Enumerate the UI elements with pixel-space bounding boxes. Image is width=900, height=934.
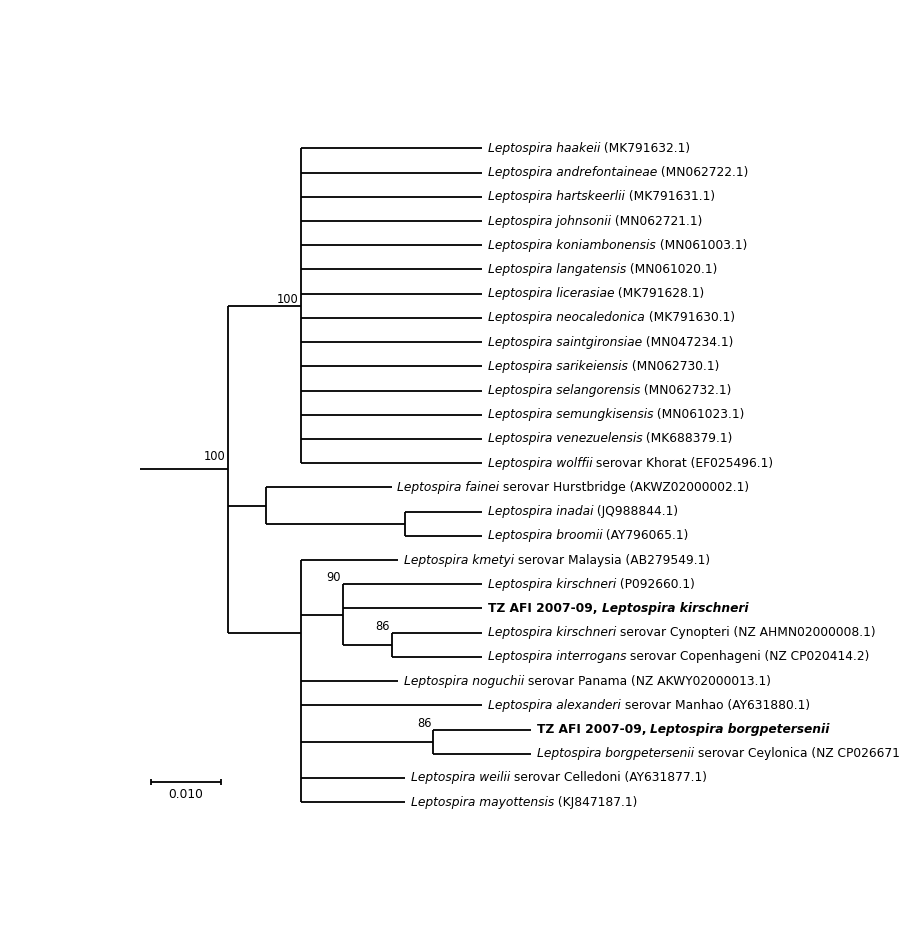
Text: (AY796065.1): (AY796065.1) [602,530,688,543]
Text: (MN061023.1): (MN061023.1) [653,408,744,421]
Text: (MN062730.1): (MN062730.1) [627,360,719,373]
Text: Leptospira broomii: Leptospira broomii [488,530,602,543]
Text: Leptospira mayottensis: Leptospira mayottensis [411,796,554,809]
Text: Leptospira hartskeerlii: Leptospira hartskeerlii [488,191,625,204]
Text: Leptospira langatensis: Leptospira langatensis [488,263,626,276]
Text: (MN062721.1): (MN062721.1) [611,215,702,228]
Text: (MK791630.1): (MK791630.1) [644,311,734,324]
Text: serovar Panama (NZ AKWY02000013.1): serovar Panama (NZ AKWY02000013.1) [525,674,771,687]
Text: serovar Ceylonica (NZ CP026671.1): serovar Ceylonica (NZ CP026671.1) [694,747,900,760]
Text: Leptospira johnsonii: Leptospira johnsonii [488,215,611,228]
Text: Leptospira semungkisensis: Leptospira semungkisensis [488,408,653,421]
Text: (MN061020.1): (MN061020.1) [626,263,717,276]
Text: (JQ988844.1): (JQ988844.1) [593,505,679,518]
Text: Leptospira kirschneri: Leptospira kirschneri [488,626,616,639]
Text: Leptospira alexanderi: Leptospira alexanderi [488,699,620,712]
Text: Leptospira weilii: Leptospira weilii [411,771,510,785]
Text: Leptospira noguchii: Leptospira noguchii [404,674,525,687]
Text: Leptospira inadai: Leptospira inadai [488,505,593,518]
Text: Leptospira sarikeiensis: Leptospira sarikeiensis [488,360,627,373]
Text: Leptospira licerasiae: Leptospira licerasiae [488,287,615,300]
Text: serovar Manhao (AY631880.1): serovar Manhao (AY631880.1) [620,699,810,712]
Text: serovar Khorat (EF025496.1): serovar Khorat (EF025496.1) [592,457,773,470]
Text: (P092660.1): (P092660.1) [616,578,695,591]
Text: Leptospira borgpetersenii: Leptospira borgpetersenii [651,723,830,736]
Text: Leptospira haakeii: Leptospira haakeii [488,142,600,155]
Text: (KJ847187.1): (KJ847187.1) [554,796,638,809]
Text: (MN047234.1): (MN047234.1) [642,335,733,348]
Text: 86: 86 [417,716,431,729]
Text: serovar Celledoni (AY631877.1): serovar Celledoni (AY631877.1) [510,771,707,785]
Text: TZ AFI 2007-09,: TZ AFI 2007-09, [536,723,651,736]
Text: serovar Malaysia (AB279549.1): serovar Malaysia (AB279549.1) [514,554,710,567]
Text: (MN062732.1): (MN062732.1) [640,384,732,397]
Text: Leptospira kirschneri: Leptospira kirschneri [488,578,616,591]
Text: (MN061003.1): (MN061003.1) [655,239,747,252]
Text: 0.010: 0.010 [168,787,203,800]
Text: serovar Cynopteri (NZ AHMN02000008.1): serovar Cynopteri (NZ AHMN02000008.1) [616,626,876,639]
Text: Leptospira saintgironsiae: Leptospira saintgironsiae [488,335,642,348]
Text: Leptospira kirschneri: Leptospira kirschneri [601,602,748,615]
Text: Leptospira wolffii: Leptospira wolffii [488,457,592,470]
Text: 100: 100 [203,450,226,463]
Text: (MN062722.1): (MN062722.1) [657,166,749,179]
Text: (MK791631.1): (MK791631.1) [625,191,715,204]
Text: Leptospira borgpetersenii: Leptospira borgpetersenii [536,747,694,760]
Text: Leptospira andrefontaineae: Leptospira andrefontaineae [488,166,657,179]
Text: 100: 100 [277,292,299,305]
Text: (MK688379.1): (MK688379.1) [643,432,733,446]
Text: Leptospira fainei: Leptospira fainei [397,481,500,494]
Text: Leptospira venezuelensis: Leptospira venezuelensis [488,432,643,446]
Text: 90: 90 [326,572,340,585]
Text: (MK791628.1): (MK791628.1) [615,287,705,300]
Text: Leptospira neocaledonica: Leptospira neocaledonica [488,311,644,324]
Text: 86: 86 [375,619,390,632]
Text: Leptospira kmetyi: Leptospira kmetyi [404,554,514,567]
Text: Leptospira selangorensis: Leptospira selangorensis [488,384,640,397]
Text: serovar Hurstbridge (AKWZ02000002.1): serovar Hurstbridge (AKWZ02000002.1) [500,481,750,494]
Text: serovar Copenhageni (NZ CP020414.2): serovar Copenhageni (NZ CP020414.2) [626,650,869,663]
Text: (MK791632.1): (MK791632.1) [600,142,690,155]
Text: Leptospira interrogans: Leptospira interrogans [488,650,626,663]
Text: TZ AFI 2007-09,: TZ AFI 2007-09, [488,602,601,615]
Text: Leptospira koniambonensis: Leptospira koniambonensis [488,239,655,252]
